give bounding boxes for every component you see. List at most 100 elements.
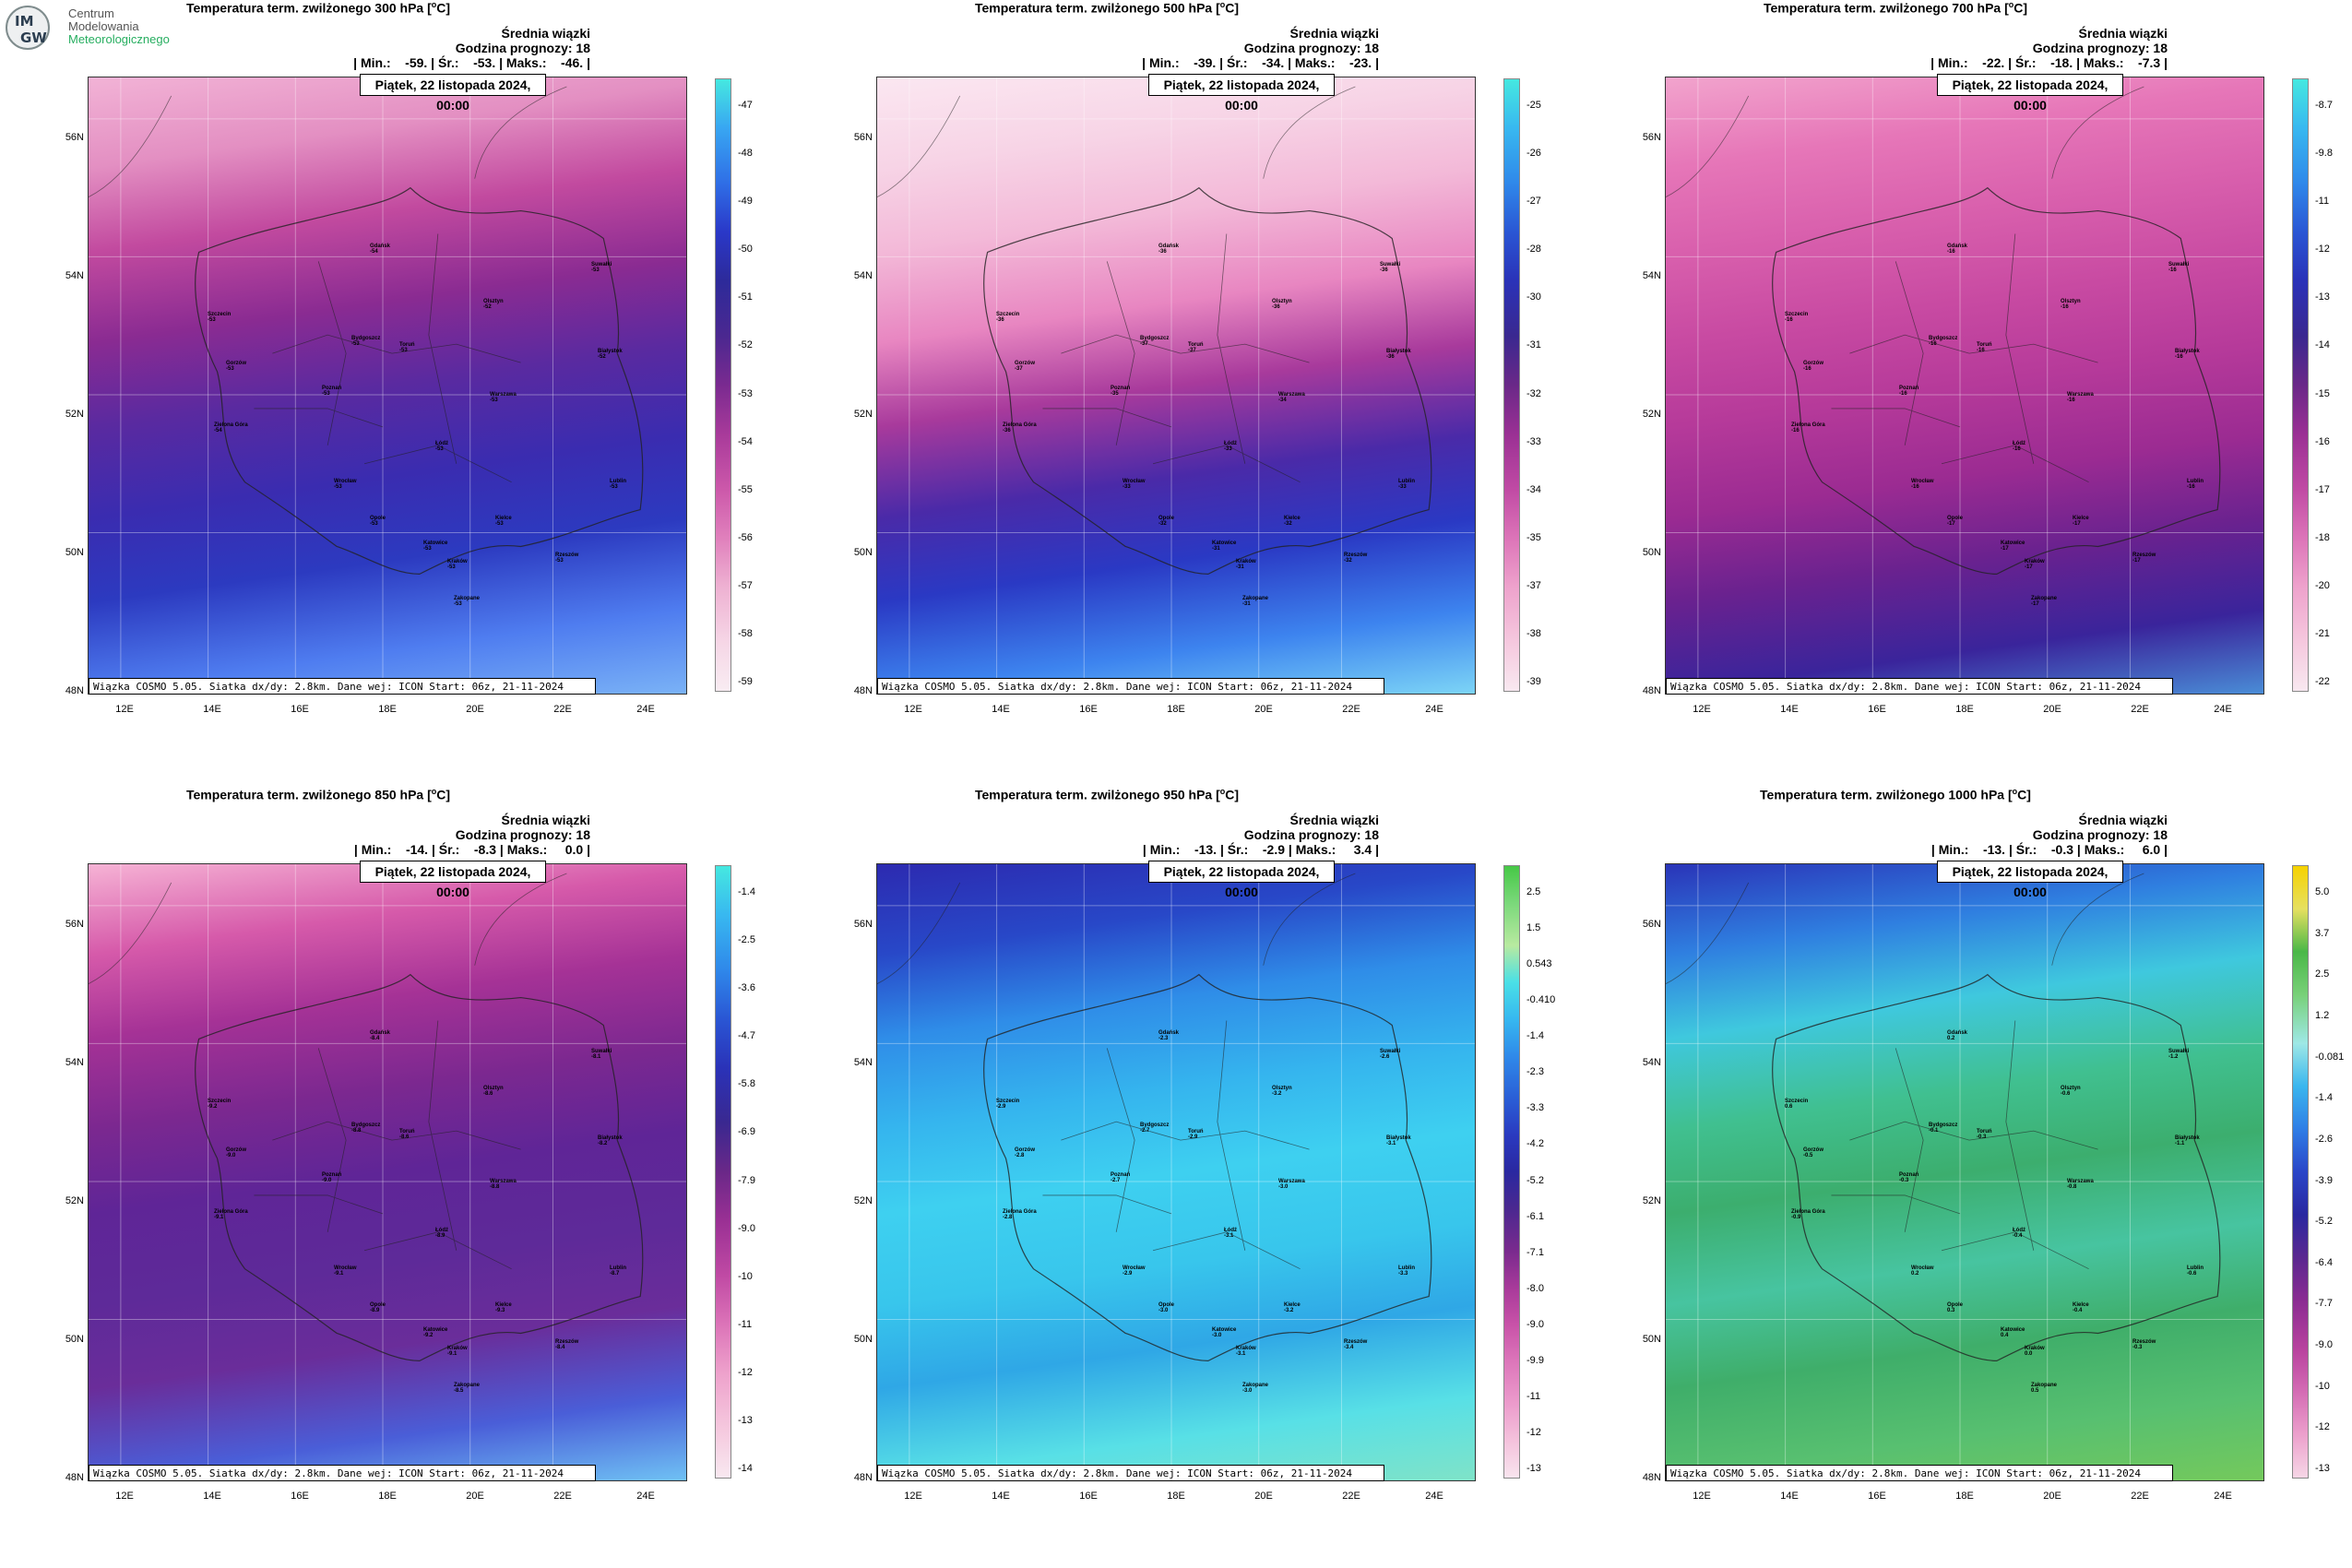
city-name: Suwałki: [591, 1049, 612, 1054]
city-marker: Katowice 0.4: [2001, 1327, 2025, 1338]
city-value: -16: [2175, 354, 2183, 360]
city-name: Poznań: [1111, 1172, 1131, 1178]
city-name: Kraków: [2025, 1346, 2045, 1351]
city-name: Rzeszów: [555, 1339, 579, 1345]
city-name: Bydgoszcz: [351, 336, 381, 341]
city-value: -1.1: [2175, 1141, 2185, 1146]
city-value: -37: [1188, 348, 1196, 353]
city-name: Wrocław: [334, 479, 357, 484]
city-name: Gdańsk: [1947, 244, 1968, 249]
colorbar: [2292, 865, 2309, 1479]
lon-label: 24E: [2214, 704, 2232, 715]
city-marker: Katowice -53: [423, 540, 447, 552]
city-value: -37: [1140, 341, 1148, 347]
city-value: -9.0: [322, 1178, 332, 1183]
colorbar-tick: -7.9: [738, 1175, 755, 1186]
lat-label: 50N: [1642, 547, 1661, 558]
city-marker: Gorzów -16: [1803, 361, 1823, 372]
colorbar-tick: -31: [1526, 339, 1541, 350]
city-marker: Warszawa -8.8: [490, 1179, 517, 1190]
city-value: -9.0: [226, 1153, 236, 1158]
city-marker: Olsztyn -36: [1272, 299, 1292, 310]
city-value: -0.6: [2061, 1091, 2071, 1097]
city-marker: Toruń -0.3: [1977, 1129, 1992, 1140]
city-name: Łódź: [435, 1228, 448, 1233]
city-marker: Białystok -16: [2175, 349, 2200, 360]
colorbar-tick: -25: [1526, 100, 1541, 111]
city-value: -3.0: [1158, 1308, 1169, 1313]
city-value: -16: [2013, 446, 2021, 452]
city-name: Kielce: [1284, 1302, 1301, 1308]
lat-label: 52N: [1642, 409, 1661, 420]
city-marker: Kielce -3.2: [1284, 1302, 1301, 1313]
colorbar-tick: -51: [738, 291, 753, 303]
city-value: -53: [435, 446, 444, 452]
city-value: -3.4: [1344, 1345, 1354, 1350]
city-value: -53: [423, 546, 432, 552]
city-name: Kraków: [2025, 559, 2045, 564]
city-name: Zakopane: [454, 1383, 481, 1388]
city-name: Kraków: [1236, 559, 1256, 564]
colorbar-tick: -1.4: [738, 886, 755, 897]
colorbar-tick: -27: [1526, 196, 1541, 207]
map-area: [1665, 863, 2264, 1481]
city-value: -9.1: [447, 1351, 457, 1357]
city-name: Katowice: [2001, 1327, 2025, 1333]
city-marker: Gorzów -37: [1015, 361, 1035, 372]
map-area: [1665, 77, 2264, 695]
city-name: Suwałki: [1380, 1049, 1401, 1054]
city-value: -16: [2061, 304, 2069, 310]
lon-label: 20E: [2043, 704, 2061, 715]
map-panel-1: Temperatura term. zwilżonego 300 hPa [oC…: [0, 0, 753, 766]
city-value: -8.2: [598, 1141, 608, 1146]
city-name: Kielce: [2073, 516, 2089, 521]
lon-label: 12E: [904, 704, 922, 715]
colorbar: [715, 865, 731, 1479]
colorbar-tick: 0.543: [1526, 958, 1552, 969]
city-marker: Kraków 0.0: [2025, 1346, 2045, 1357]
colorbar-tick: -54: [738, 436, 753, 447]
city-name: Kraków: [447, 1346, 468, 1351]
lat-label: 48N: [65, 685, 84, 696]
city-name: Gorzów: [1803, 361, 1823, 366]
city-value: -16: [1977, 348, 1985, 353]
city-value: 0.0: [2025, 1351, 2033, 1357]
stats-line: | Min.: -59. | Śr.: -53. | Maks.: -46. |: [353, 55, 590, 70]
colorbar-tick: -39: [1526, 676, 1541, 687]
forecast-date: Piątek, 22 listopada 2024, 00:00: [360, 861, 546, 899]
city-name: Zakopane: [2031, 1383, 2058, 1388]
city-marker: Toruń -8.6: [399, 1129, 415, 1140]
city-name: Gdańsk: [1158, 244, 1180, 249]
city-value: -17: [2031, 601, 2039, 607]
colorbar-tick: -3.3: [1526, 1102, 1544, 1113]
city-marker: Warszawa -34: [1278, 392, 1305, 403]
lon-label: 16E: [1868, 704, 1886, 715]
city-marker: Szczecin -9.2: [208, 1099, 231, 1110]
city-marker: Bydgoszcz -16: [1929, 336, 1957, 347]
lat-label: 54N: [853, 270, 873, 281]
city-name: Poznań: [1111, 386, 1131, 391]
map-area: [876, 77, 1476, 695]
city-name: Toruń: [399, 342, 415, 348]
lon-label: 14E: [203, 1491, 221, 1502]
city-value: -3.1: [1236, 1351, 1246, 1357]
city-marker: Bydgoszcz -2.7: [1140, 1123, 1169, 1134]
city-name: Gorzów: [226, 1147, 246, 1153]
city-name: Białystok: [1386, 349, 1411, 354]
mean-label: Średnia wiązki: [1289, 813, 1379, 827]
lon-label: 16E: [1079, 1491, 1098, 1502]
map-grid: [89, 864, 686, 1480]
city-value: -31: [1236, 564, 1244, 570]
city-marker: Opole -53: [370, 516, 386, 527]
city-value: 0.5: [2031, 1388, 2039, 1394]
colorbar-tick: -9.0: [738, 1223, 755, 1234]
colorbar-tick: -2.3: [1526, 1066, 1544, 1077]
city-marker: Łódź -53: [435, 441, 448, 452]
city-name: Zielona Góra: [1003, 1209, 1037, 1215]
city-value: -32: [1158, 521, 1167, 527]
city-value: -9.1: [334, 1271, 344, 1277]
city-marker: Wrocław -16: [1911, 479, 1934, 490]
city-value: -53: [226, 366, 234, 372]
map-panel-3: Temperatura term. zwilżonego 700 hPa [oC…: [1577, 0, 2333, 766]
map-grid: [1666, 864, 2263, 1480]
